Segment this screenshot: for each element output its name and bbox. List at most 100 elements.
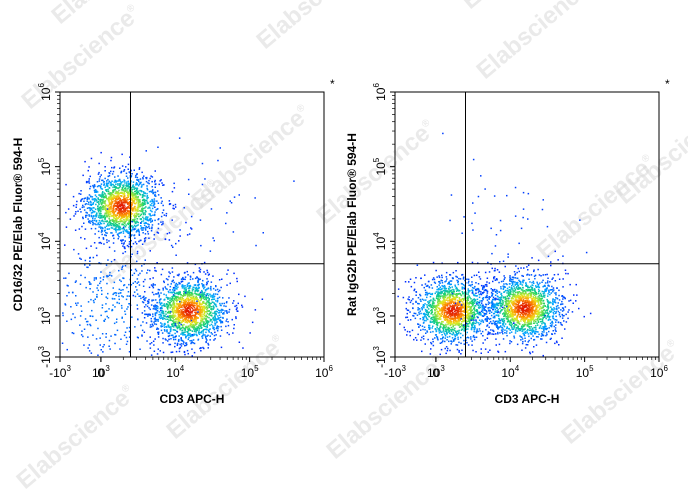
event-dot	[480, 320, 482, 323]
event-dot	[144, 229, 147, 231]
event-dot	[136, 260, 138, 263]
event-dot	[173, 326, 175, 328]
event-dot	[463, 339, 465, 342]
event-dot	[444, 286, 446, 288]
event-dot	[154, 267, 156, 269]
event-dot	[66, 284, 68, 287]
event-dot	[98, 213, 101, 215]
event-dot	[437, 299, 439, 301]
event-dot	[201, 310, 204, 312]
event-dot	[186, 349, 189, 352]
event-dot	[157, 232, 160, 234]
event-dot	[155, 195, 157, 197]
event-dot	[448, 303, 451, 305]
event-dot	[101, 192, 103, 194]
event-dot	[438, 284, 440, 286]
event-dot	[184, 310, 187, 312]
event-dot	[133, 213, 136, 215]
event-dot	[134, 215, 136, 217]
event-dot	[200, 296, 203, 298]
event-dot	[191, 326, 194, 328]
event-dot	[124, 226, 127, 228]
event-dot	[176, 296, 179, 298]
event-dot	[195, 321, 197, 323]
event-dot	[450, 321, 452, 323]
event-dot	[172, 317, 174, 320]
event-dot	[119, 182, 122, 185]
event-dot	[174, 324, 177, 327]
y-tick-label: -103	[37, 346, 53, 368]
event-dot	[162, 311, 164, 314]
event-dot	[196, 307, 198, 309]
event-dot	[202, 324, 205, 327]
event-dot	[114, 228, 116, 230]
event-dot	[110, 219, 112, 222]
event-dot	[446, 349, 449, 352]
event-dot	[427, 318, 429, 321]
event-dot	[181, 317, 184, 319]
event-dot	[428, 311, 430, 313]
event-dot	[136, 230, 138, 232]
event-dot	[66, 320, 68, 322]
event-dot	[470, 298, 472, 300]
event-dot	[222, 297, 224, 299]
event-dot	[479, 312, 481, 315]
event-dot	[429, 303, 432, 306]
event-dot	[434, 328, 437, 330]
event-dot	[196, 298, 199, 301]
event-dot	[449, 320, 451, 322]
event-dot	[200, 244, 202, 247]
event-dot	[136, 198, 139, 200]
event-dot	[212, 308, 215, 310]
event-dot	[196, 329, 198, 332]
event-dot	[125, 200, 127, 202]
event-dot	[211, 333, 214, 335]
event-dot	[96, 214, 98, 217]
event-dot	[203, 298, 206, 300]
event-dot	[87, 347, 89, 349]
event-dot	[189, 309, 191, 311]
event-dot	[183, 286, 185, 289]
event-dot	[167, 335, 170, 338]
event-dot	[216, 326, 219, 328]
event-dot	[124, 313, 127, 315]
event-dot	[461, 305, 463, 308]
event-dot	[151, 180, 153, 183]
event-dot	[187, 329, 190, 332]
event-dot	[133, 215, 135, 217]
event-dot	[72, 313, 74, 315]
event-dot	[461, 291, 464, 293]
event-dot	[455, 324, 457, 326]
event-dot	[198, 308, 201, 311]
event-dot	[120, 189, 123, 191]
event-dot	[162, 223, 164, 225]
event-dot	[124, 215, 127, 217]
event-dot	[472, 316, 475, 319]
event-dot	[160, 215, 163, 218]
event-dot	[120, 214, 122, 216]
event-dot	[75, 304, 78, 306]
event-dot	[127, 192, 129, 194]
event-dot	[458, 297, 461, 299]
event-dot	[121, 206, 123, 208]
event-dot	[424, 343, 426, 345]
event-dot	[134, 237, 136, 239]
event-dot	[473, 330, 475, 333]
event-dot	[180, 299, 183, 301]
event-dot	[126, 199, 128, 201]
event-dot	[144, 207, 146, 209]
event-dot	[101, 293, 103, 295]
event-dot	[450, 283, 452, 286]
event-dot	[202, 284, 204, 286]
event-dot	[460, 310, 462, 313]
event-dot	[190, 293, 193, 295]
event-dot	[136, 210, 138, 212]
event-dot	[492, 289, 494, 291]
event-dot	[111, 199, 113, 202]
event-dot	[190, 228, 193, 230]
event-dot	[124, 222, 126, 225]
event-dot	[122, 186, 125, 188]
event-dot	[220, 322, 222, 324]
event-dot	[103, 243, 105, 245]
